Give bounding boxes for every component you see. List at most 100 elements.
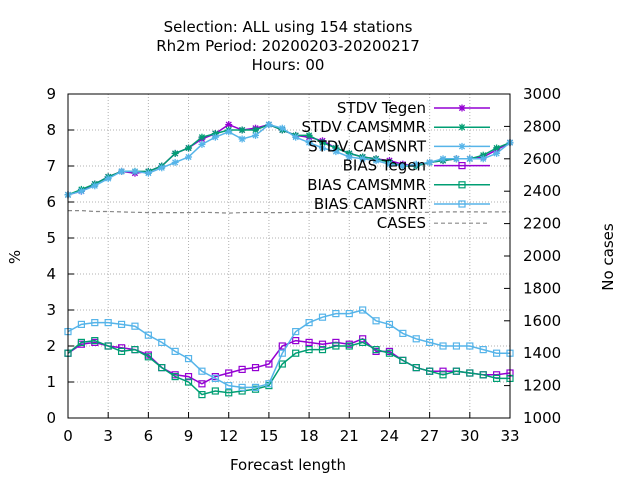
data-point-bias-camsnrt xyxy=(171,347,179,355)
data-point-stdv-camsnrt xyxy=(171,158,179,166)
marker-stroke xyxy=(212,134,219,141)
marker-stroke xyxy=(252,132,259,139)
data-point-bias-camsnrt xyxy=(278,349,286,357)
legend-marker-stdv-camsmmr xyxy=(458,123,466,131)
y2-tick-label: 1600 xyxy=(523,312,561,330)
data-point-bias-camsnrt xyxy=(104,319,112,327)
marker-stroke xyxy=(265,121,272,128)
data-point-bias-camsmmr xyxy=(372,346,380,354)
data-point-bias-camsnrt xyxy=(399,329,407,337)
legend-label-bias-camsmmr: BIAS CAMSMMR xyxy=(307,176,426,194)
axis-ticks: 0 3 6 9 12 15 18 21 24 27 30 3301234567891000120014… xyxy=(46,85,561,445)
y-tick-label: 0 xyxy=(46,409,56,427)
y-tick-label: 2 xyxy=(46,337,56,355)
legend-label-bias-tegen: BIAS Tegen xyxy=(343,157,426,175)
data-point-stdv-camsnrt xyxy=(77,187,85,195)
legend-label-stdv-tegen: STDV Tegen xyxy=(337,99,426,117)
data-point-stdv-camsmmr xyxy=(252,126,260,134)
y2-tick-label: 1800 xyxy=(523,279,561,297)
marker-stroke xyxy=(372,157,380,164)
data-point-stdv-camsnrt xyxy=(359,155,367,163)
legend-marker-bias-camsnrt xyxy=(458,200,466,208)
data-point-bias-camsmmr xyxy=(225,389,233,397)
y2-tick-label: 1400 xyxy=(523,344,561,362)
data-point-bias-camsnrt xyxy=(452,342,461,350)
x-tick-label: 0 xyxy=(63,427,73,445)
data-point-bias-camsnrt xyxy=(426,338,434,346)
marker-stroke xyxy=(252,126,259,134)
data-point-bias-camsmmr xyxy=(479,371,487,379)
data-point-stdv-camsnrt xyxy=(385,160,393,168)
data-point-bias-camsnrt xyxy=(466,342,474,350)
marker-stroke xyxy=(346,153,353,161)
data-point-bias-camsmmr xyxy=(466,369,474,377)
marker-stroke xyxy=(198,141,206,148)
legend-label-cases: CASES xyxy=(377,214,426,232)
data-point-bias-camsnrt xyxy=(158,338,166,346)
data-point-bias-camsmmr xyxy=(144,353,152,361)
y-tick-label: 1 xyxy=(46,373,56,391)
x-tick-label: 12 xyxy=(219,427,238,445)
series-line-cases xyxy=(68,210,510,214)
data-point-bias-camsnrt xyxy=(439,342,447,350)
marker-stroke xyxy=(439,155,447,162)
data-point-stdv-camsmmr xyxy=(305,131,313,139)
y-tick-label: 9 xyxy=(46,85,56,103)
data-point-bias-camsmmr xyxy=(158,364,166,372)
data-point-bias-camsnrt xyxy=(117,320,126,328)
marker-stroke xyxy=(458,104,466,112)
x-tick-label: 21 xyxy=(340,427,359,445)
data-point-bias-tegen xyxy=(184,373,193,381)
data-point-bias-camsnrt xyxy=(251,383,260,391)
marker-stroke xyxy=(359,155,366,162)
data-point-bias-tegen xyxy=(198,380,206,388)
y2-tick-label: 2400 xyxy=(523,182,561,200)
marker-stroke xyxy=(185,144,192,152)
data-point-bias-camsnrt xyxy=(211,374,219,382)
data-point-stdv-camsnrt xyxy=(318,144,326,152)
data-point-bias-camsmmr xyxy=(399,356,407,364)
data-point-stdv-camsmmr xyxy=(185,144,193,152)
marker-stroke xyxy=(413,161,420,168)
data-point-stdv-camsnrt xyxy=(278,124,286,132)
data-point-bias-camsmmr xyxy=(345,342,353,350)
x-tick-label: 33 xyxy=(500,427,519,445)
y-tick-label: 6 xyxy=(46,193,56,211)
data-point-stdv-camsmmr xyxy=(198,133,206,141)
data-point-stdv-tegen xyxy=(225,121,233,129)
marker-stroke xyxy=(386,161,393,168)
data-point-bias-tegen xyxy=(292,337,300,345)
x-tick-label: 18 xyxy=(300,427,319,445)
marker-stroke xyxy=(399,162,406,170)
data-point-stdv-camsnrt xyxy=(345,153,353,161)
data-point-stdv-camsnrt xyxy=(118,167,126,175)
marker-stroke xyxy=(225,128,232,135)
marker-stroke xyxy=(458,143,466,150)
plot-frame xyxy=(67,93,511,419)
marker-stroke xyxy=(225,121,232,128)
marker-stroke xyxy=(319,139,326,146)
y-tick-label: 4 xyxy=(46,265,56,283)
data-point-bias-camsmmr xyxy=(117,347,126,355)
marker-stroke xyxy=(426,159,433,166)
marker-stroke xyxy=(118,168,125,175)
data-point-bias-camsnrt xyxy=(131,322,139,330)
marker-stroke xyxy=(332,148,339,155)
marker-stroke xyxy=(145,170,152,177)
data-point-bias-camsmmr xyxy=(452,367,461,375)
data-point-stdv-camsnrt xyxy=(452,155,460,163)
data-point-bias-camsmmr xyxy=(359,338,367,346)
series-line-bias-camsmmr xyxy=(67,339,510,396)
data-point-stdv-camsnrt xyxy=(466,155,474,163)
marker-stroke xyxy=(480,155,487,162)
data-point-stdv-camsnrt xyxy=(372,157,380,165)
chart-title-line1: Selection: ALL using 154 stations xyxy=(164,18,413,36)
marker-stroke xyxy=(172,159,179,166)
legend-marker-bias-camsmmr xyxy=(458,181,466,189)
data-point-stdv-camsnrt xyxy=(158,164,166,172)
y-tick-label: 5 xyxy=(46,229,56,247)
data-point-bias-camsmmr xyxy=(305,346,313,354)
data-point-bias-camsmmr xyxy=(439,371,447,379)
